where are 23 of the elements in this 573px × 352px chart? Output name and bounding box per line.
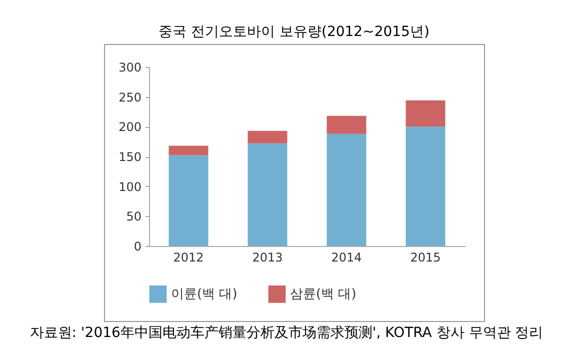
y-tick-label: 250 xyxy=(118,90,142,104)
y-tick-label: 0 xyxy=(134,240,142,254)
bar xyxy=(406,100,446,127)
text: 자료원: '2016年中国电动车产销量分析及市场需求预测', KOTRA 창사 무역관 정리 xyxy=(28,324,544,342)
legend-label: 이륜(백 대) xyxy=(171,287,238,302)
bar xyxy=(248,143,288,246)
bar xyxy=(168,146,208,156)
chart-title: 중국 전기오토바이 보유량(2012~2015년) xyxy=(158,24,430,40)
y-tick-label: 50 xyxy=(126,210,142,224)
y-tick-label: 100 xyxy=(118,180,142,194)
bar xyxy=(326,116,366,134)
x-tick-label: 2013 xyxy=(252,250,283,264)
bar xyxy=(248,130,288,144)
x-tick-label: 2014 xyxy=(331,250,362,264)
bar xyxy=(406,126,446,246)
legend-label: 삼륜(백 대) xyxy=(290,287,356,302)
bar xyxy=(326,134,366,246)
x-tick-label: 2015 xyxy=(410,250,441,264)
bar xyxy=(168,155,208,246)
x-tick-label: 2012 xyxy=(173,250,204,264)
y-tick-label: 150 xyxy=(118,150,142,164)
y-tick-label: 200 xyxy=(118,120,142,134)
y-tick-label: 300 xyxy=(118,60,142,74)
